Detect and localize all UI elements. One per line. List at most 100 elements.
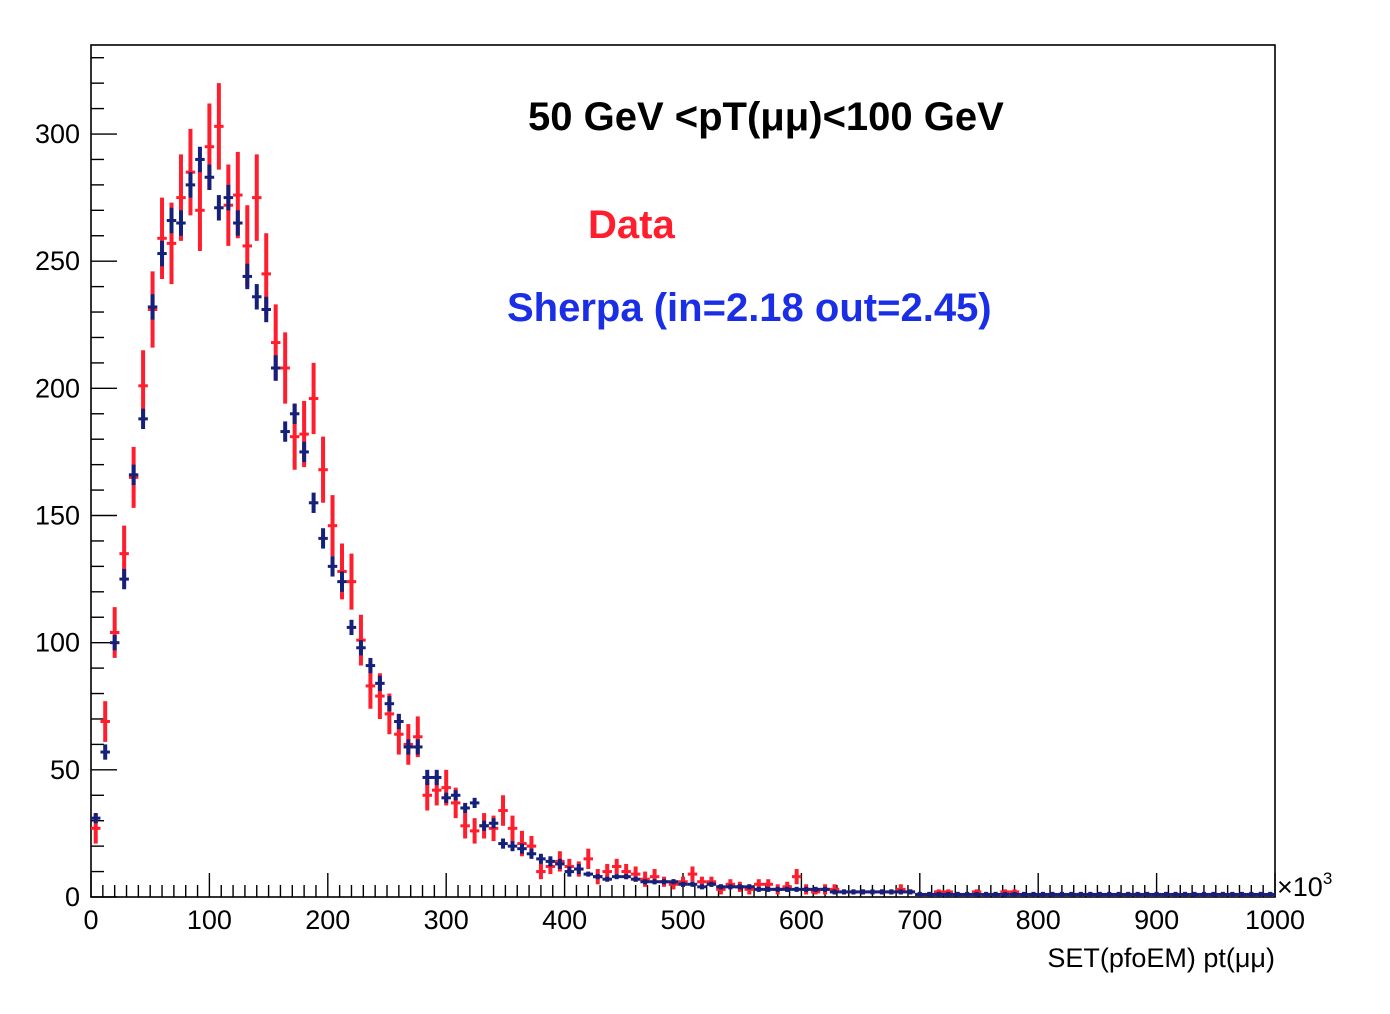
sherpa-point	[877, 889, 887, 895]
sherpa-point	[820, 886, 830, 892]
sherpa-point	[403, 739, 414, 755]
data-point	[469, 818, 480, 844]
sherpa-point	[981, 891, 991, 897]
data-point	[460, 813, 470, 839]
data-point	[791, 869, 802, 885]
sherpa-point	[394, 713, 404, 730]
sherpa-point	[1085, 891, 1096, 897]
data-point	[157, 197, 167, 279]
sherpa-point	[1038, 891, 1048, 897]
x-tick-label: 500	[660, 905, 705, 935]
sherpa-point	[375, 675, 385, 691]
sherpa-point	[280, 421, 290, 442]
sherpa-point	[934, 891, 944, 897]
sherpa-point	[943, 891, 953, 897]
sherpa-point	[1265, 891, 1275, 897]
sherpa-point	[886, 889, 897, 895]
sherpa-point	[593, 874, 603, 880]
sherpa-point	[176, 210, 186, 236]
sherpa-point	[204, 164, 215, 190]
sherpa-point	[621, 874, 631, 880]
sherpa-point	[602, 876, 612, 882]
sherpa-point	[716, 884, 726, 890]
sherpa-point	[1057, 891, 1067, 897]
sherpa-point	[479, 820, 489, 831]
sherpa-point	[517, 843, 527, 854]
data-point	[498, 795, 508, 826]
sherpa-point	[896, 889, 906, 895]
series-layer	[91, 83, 1275, 897]
data-point	[611, 858, 622, 875]
data-series	[91, 83, 1275, 897]
sherpa-point	[782, 886, 792, 892]
data-point	[214, 83, 224, 170]
x-axis-multiplier: ×103	[1277, 869, 1332, 902]
data-point	[327, 495, 338, 557]
sherpa-point	[138, 408, 148, 430]
sherpa-point	[195, 146, 205, 173]
y-tick-label: 0	[65, 882, 80, 912]
sherpa-point	[242, 263, 253, 290]
sherpa-point	[649, 879, 660, 885]
sherpa-point	[1227, 891, 1238, 897]
sherpa-point	[810, 886, 821, 892]
sherpa-point	[1151, 891, 1162, 897]
sherpa-point	[1066, 891, 1077, 897]
sherpa-point	[848, 889, 859, 895]
sherpa-point	[924, 891, 935, 897]
sherpa-point	[119, 568, 129, 590]
sherpa-point	[365, 657, 376, 674]
sherpa-point	[1019, 891, 1029, 897]
sherpa-point	[469, 797, 480, 808]
x-tick-label: 800	[1016, 905, 1061, 935]
sherpa-point	[725, 884, 736, 890]
chart-title: 50 GeV <pT(μμ)<100 GeV	[528, 95, 1004, 139]
sherpa-point	[1170, 891, 1181, 897]
plot-frame	[90, 44, 1276, 898]
sherpa-point	[1028, 891, 1039, 897]
sherpa-point	[1113, 891, 1124, 897]
sherpa-point	[128, 464, 139, 485]
sherpa-point	[915, 891, 925, 897]
data-point	[583, 848, 594, 870]
sherpa-point	[1246, 891, 1257, 897]
sherpa-point	[1256, 891, 1266, 897]
sherpa-point	[829, 889, 840, 895]
sherpa-point	[990, 891, 1001, 897]
sherpa-point	[706, 881, 717, 887]
sherpa-point	[185, 172, 196, 198]
sherpa-point	[630, 876, 641, 882]
sherpa-point	[166, 207, 177, 234]
sherpa-point	[233, 210, 243, 236]
sherpa-point	[536, 853, 546, 864]
sherpa-point	[839, 889, 849, 895]
sherpa-point	[1142, 891, 1152, 897]
sherpa-point	[697, 884, 707, 890]
sherpa-point	[318, 528, 328, 549]
sherpa-point	[574, 863, 584, 875]
x-tick-label: 400	[542, 905, 587, 935]
data-point	[318, 436, 328, 503]
sherpa-point	[744, 884, 755, 890]
sherpa-point	[100, 744, 110, 760]
data-point	[280, 332, 290, 404]
sherpa-point	[735, 884, 745, 890]
sherpa-point	[1047, 891, 1058, 897]
y-tick-label: 50	[50, 755, 80, 785]
x-tick-label: 1000	[1245, 905, 1305, 935]
sherpa-point	[1076, 891, 1086, 897]
sherpa-point	[460, 802, 470, 814]
data-point	[195, 169, 205, 252]
sherpa-point	[270, 355, 281, 381]
sherpa-point	[678, 881, 688, 887]
sherpa-point	[356, 640, 366, 656]
data-point	[507, 815, 518, 842]
sherpa-point	[214, 195, 224, 221]
x-axis-multiplier-base: ×10	[1277, 872, 1323, 902]
data-point	[536, 863, 546, 880]
data-point	[346, 553, 357, 610]
sherpa-point	[1189, 891, 1200, 897]
sherpa-point	[526, 848, 537, 859]
sherpa-point	[1208, 891, 1219, 897]
